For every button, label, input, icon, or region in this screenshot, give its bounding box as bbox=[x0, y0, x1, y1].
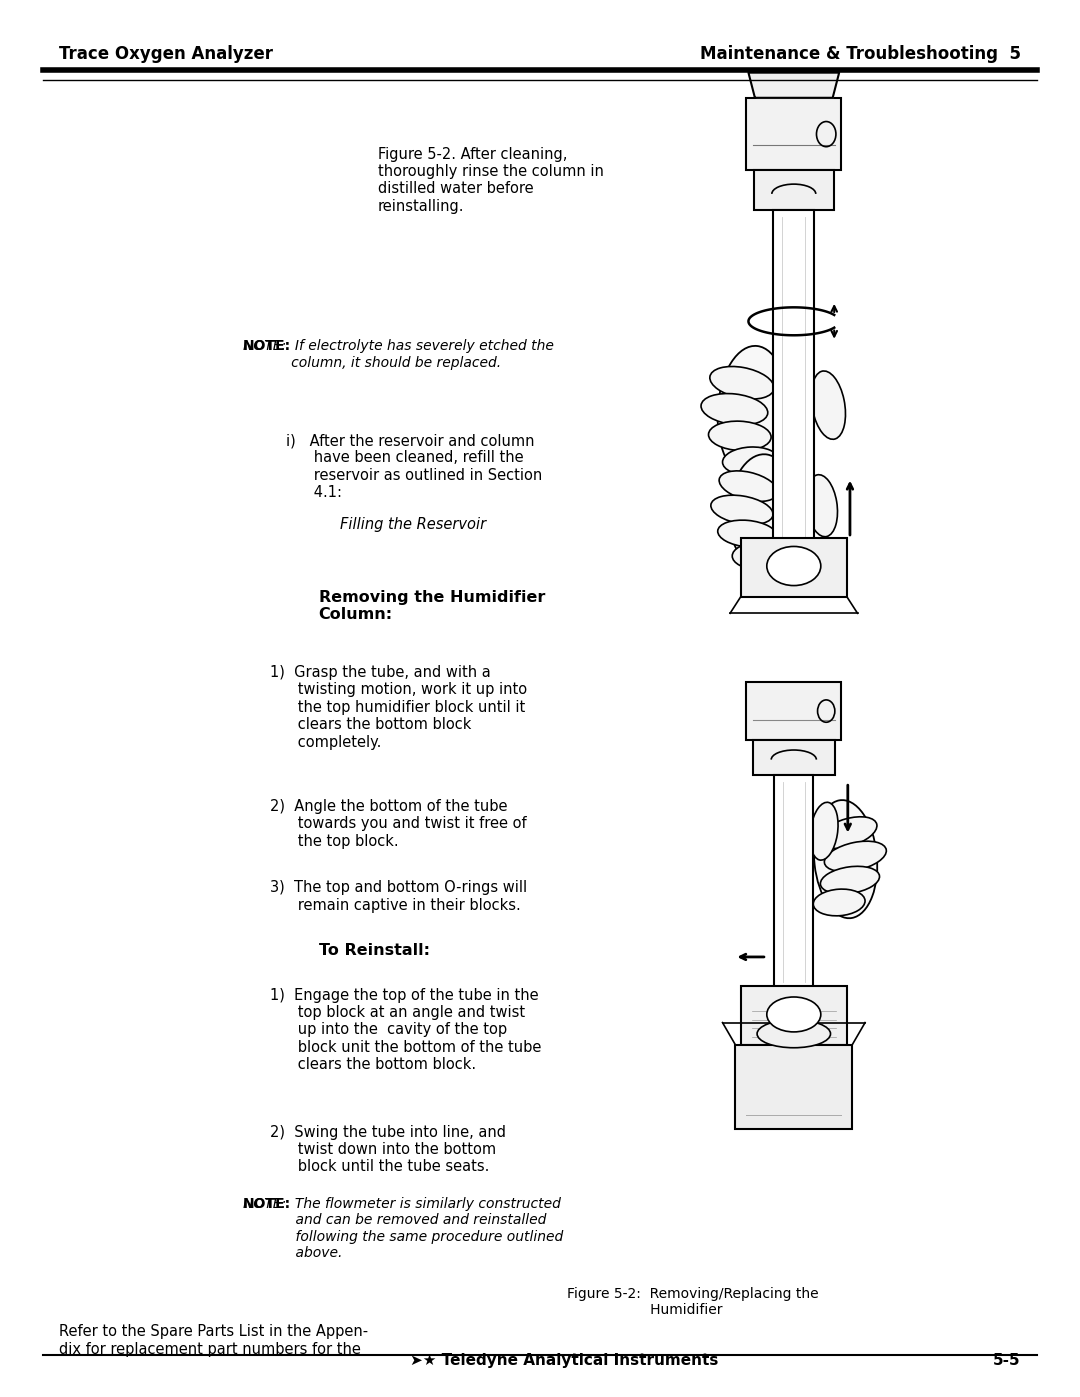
Text: ➤★ Teledyne Analytical Instruments: ➤★ Teledyne Analytical Instruments bbox=[410, 1352, 719, 1368]
Text: Refer to the Spare Parts List in the Appen-
dix for replacement part numbers for: Refer to the Spare Parts List in the App… bbox=[59, 1324, 368, 1356]
Text: Figure 5-2. After cleaning,
thoroughly rinse the column in
distilled water befor: Figure 5-2. After cleaning, thoroughly r… bbox=[378, 147, 604, 214]
FancyBboxPatch shape bbox=[754, 170, 834, 210]
Ellipse shape bbox=[824, 841, 887, 872]
FancyBboxPatch shape bbox=[741, 538, 847, 597]
Text: Removing the Humidifier
Column:: Removing the Humidifier Column: bbox=[319, 590, 545, 622]
Ellipse shape bbox=[732, 543, 784, 570]
Ellipse shape bbox=[729, 454, 794, 566]
Text: 2)  Swing the tube into line, and
      twist down into the bottom
      block u: 2) Swing the tube into line, and twist d… bbox=[270, 1125, 507, 1175]
FancyBboxPatch shape bbox=[753, 740, 835, 775]
Text: 2)  Angle the bottom of the tube
      towards you and twist it free of
      th: 2) Angle the bottom of the tube towards … bbox=[270, 799, 527, 849]
FancyBboxPatch shape bbox=[746, 98, 841, 170]
Ellipse shape bbox=[814, 800, 877, 918]
Ellipse shape bbox=[767, 546, 821, 585]
Ellipse shape bbox=[711, 495, 773, 525]
FancyBboxPatch shape bbox=[741, 986, 847, 1045]
Text: NOTE:: NOTE: bbox=[243, 1197, 292, 1211]
Ellipse shape bbox=[718, 520, 777, 548]
Text: NOTE:  The flowmeter is similarly constructed
            and can be removed and: NOTE: The flowmeter is similarly constru… bbox=[243, 1197, 564, 1260]
Text: Figure 5-2:  Removing/Replacing the
                   Humidifier: Figure 5-2: Removing/Replacing the Humid… bbox=[567, 1287, 819, 1317]
FancyBboxPatch shape bbox=[773, 210, 814, 559]
FancyBboxPatch shape bbox=[774, 775, 813, 989]
Text: 3)  The top and bottom O-rings will
      remain captive in their blocks.: 3) The top and bottom O-rings will remai… bbox=[270, 880, 527, 912]
Ellipse shape bbox=[819, 817, 877, 848]
Text: 5-5: 5-5 bbox=[993, 1352, 1021, 1368]
Ellipse shape bbox=[723, 447, 779, 475]
Text: NOTE:: NOTE: bbox=[243, 339, 292, 353]
Polygon shape bbox=[748, 73, 839, 98]
Ellipse shape bbox=[821, 866, 879, 894]
FancyBboxPatch shape bbox=[735, 1045, 852, 1129]
Ellipse shape bbox=[710, 366, 774, 400]
Ellipse shape bbox=[813, 888, 865, 916]
Ellipse shape bbox=[767, 997, 821, 1032]
Text: NOTE:  If electrolyte has severely etched the
           column, it should be re: NOTE: If electrolyte has severely etched… bbox=[243, 339, 554, 370]
Ellipse shape bbox=[701, 394, 768, 425]
Ellipse shape bbox=[811, 372, 846, 439]
Ellipse shape bbox=[717, 346, 788, 478]
Text: 1)  Engage the top of the tube in the
      top block at an angle and twist
    : 1) Engage the top of the tube in the top… bbox=[270, 988, 541, 1073]
Text: i)   After the reservoir and column
      have been cleaned, refill the
      re: i) After the reservoir and column have b… bbox=[286, 433, 542, 500]
Ellipse shape bbox=[810, 802, 838, 861]
Text: Maintenance & Troubleshooting  5: Maintenance & Troubleshooting 5 bbox=[700, 45, 1021, 63]
Ellipse shape bbox=[708, 420, 771, 451]
Text: To Reinstall:: To Reinstall: bbox=[319, 943, 430, 958]
Ellipse shape bbox=[757, 1020, 831, 1048]
Text: 1)  Grasp the tube, and with a
      twisting motion, work it up into
      the : 1) Grasp the tube, and with a twisting m… bbox=[270, 665, 527, 750]
Text: Filling the Reservoir: Filling the Reservoir bbox=[340, 517, 486, 532]
Text: Trace Oxygen Analyzer: Trace Oxygen Analyzer bbox=[59, 45, 273, 63]
Ellipse shape bbox=[719, 471, 778, 502]
FancyBboxPatch shape bbox=[746, 682, 841, 740]
Ellipse shape bbox=[807, 475, 837, 536]
